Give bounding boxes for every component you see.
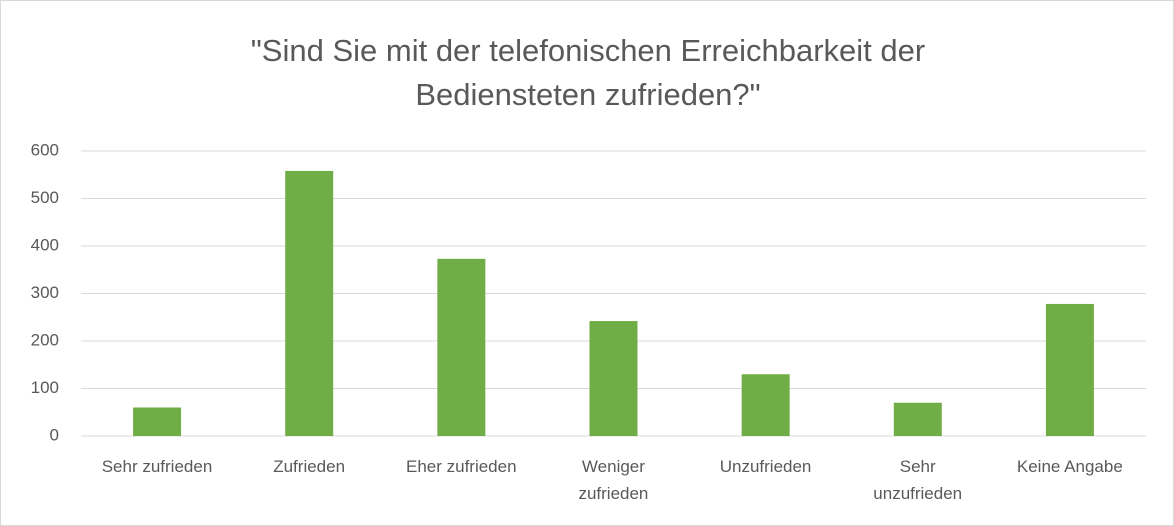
bar — [437, 258, 486, 436]
x-tick-label: Eher zufrieden — [405, 457, 517, 476]
x-tick-label: Sehr zufrieden — [101, 457, 213, 476]
y-tick-label: 400 — [31, 235, 59, 254]
y-tick-label: 0 — [50, 425, 59, 444]
chart-title: "Sind Sie mit der telefonischen Erreichb… — [250, 33, 926, 112]
bar — [1045, 303, 1094, 436]
x-tick-label: Sehr unzufrieden — [873, 457, 963, 503]
bar — [741, 374, 790, 436]
x-tick-label: Keine Angabe — [1016, 457, 1123, 476]
bar — [133, 407, 182, 436]
x-tick-label: Zufrieden — [273, 457, 346, 476]
bar — [893, 402, 942, 436]
y-tick-label: 200 — [31, 330, 59, 349]
x-tick-label: Weniger zufrieden — [578, 457, 649, 503]
bar — [285, 170, 334, 436]
y-tick-label: 500 — [31, 188, 59, 207]
x-tick-label: Unzufrieden — [719, 457, 812, 476]
y-tick-label: 600 — [31, 140, 59, 159]
y-tick-label: 100 — [31, 378, 59, 397]
bar — [589, 321, 638, 436]
y-tick-label: 300 — [31, 283, 59, 302]
